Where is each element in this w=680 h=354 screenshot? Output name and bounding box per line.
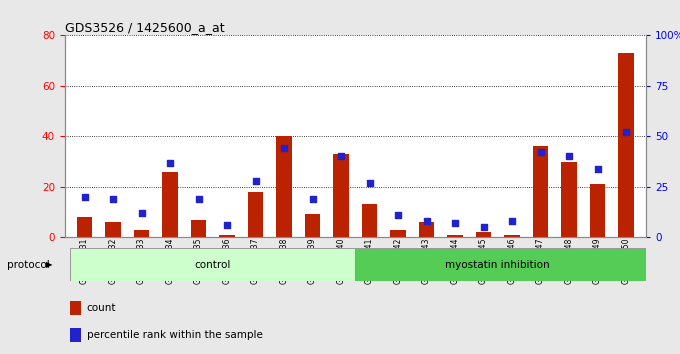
Point <box>279 145 290 151</box>
Point <box>193 196 204 202</box>
Text: GDS3526 / 1425600_a_at: GDS3526 / 1425600_a_at <box>65 21 224 34</box>
Point <box>621 130 632 135</box>
Bar <box>561 161 577 237</box>
Bar <box>105 222 121 237</box>
Bar <box>356 248 646 281</box>
Text: ▶: ▶ <box>46 260 53 269</box>
Bar <box>219 235 235 237</box>
Bar <box>333 154 349 237</box>
Bar <box>590 184 605 237</box>
Bar <box>248 192 263 237</box>
Point <box>564 154 575 159</box>
Point <box>535 150 546 155</box>
Bar <box>447 235 463 237</box>
Bar <box>77 217 92 237</box>
Bar <box>532 147 548 237</box>
Point <box>592 166 603 171</box>
Text: count: count <box>86 303 116 313</box>
Point <box>507 218 517 224</box>
Text: protocol: protocol <box>7 259 50 270</box>
Point <box>336 154 347 159</box>
Bar <box>70 248 356 281</box>
Bar <box>134 230 150 237</box>
Text: myostatin inhibition: myostatin inhibition <box>445 259 550 270</box>
Bar <box>476 232 492 237</box>
Point <box>79 194 90 200</box>
Point <box>421 218 432 224</box>
Text: control: control <box>194 259 231 270</box>
Text: percentile rank within the sample: percentile rank within the sample <box>86 330 262 339</box>
Bar <box>618 53 634 237</box>
Point <box>136 210 147 216</box>
Bar <box>504 235 520 237</box>
Bar <box>390 230 406 237</box>
Bar <box>419 222 435 237</box>
Bar <box>305 215 320 237</box>
Point <box>165 160 175 165</box>
Point <box>364 180 375 185</box>
Point <box>392 212 403 218</box>
Bar <box>362 204 377 237</box>
Bar <box>71 328 81 342</box>
Point <box>449 220 460 226</box>
Bar <box>190 219 207 237</box>
Bar <box>276 136 292 237</box>
Bar <box>163 172 178 237</box>
Point <box>478 224 489 230</box>
Point <box>307 196 318 202</box>
Bar <box>71 301 81 315</box>
Point <box>222 222 233 228</box>
Point <box>250 178 261 183</box>
Point <box>107 196 118 202</box>
